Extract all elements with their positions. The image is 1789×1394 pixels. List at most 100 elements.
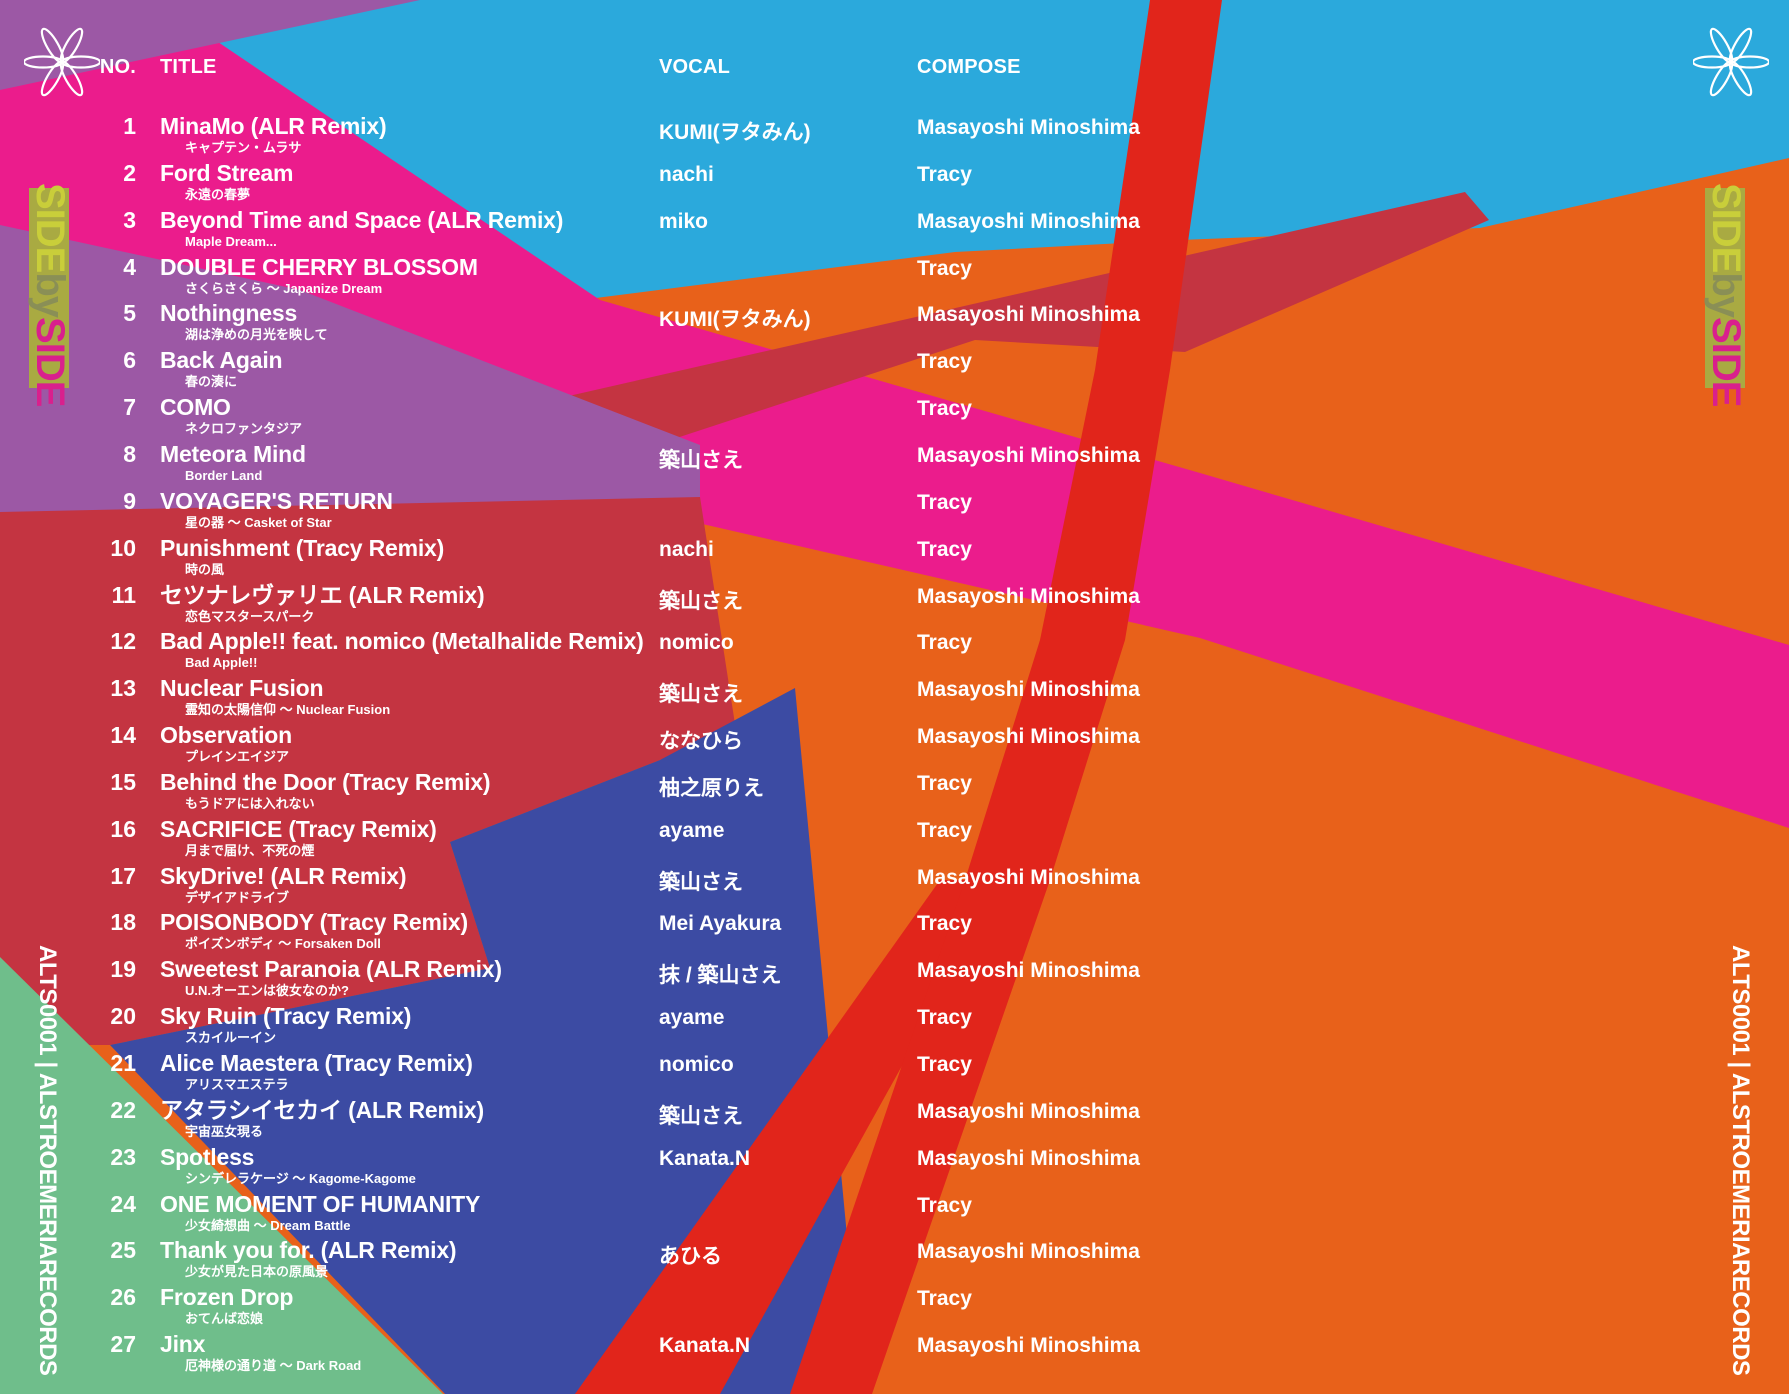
track-row: 7 COMO ネクロファンタジア Tracy (0, 394, 1789, 441)
track-subtitle: 厄神様の通り道 ～ Dark Road (185, 1358, 362, 1374)
track-title: ONE MOMENT OF HUMANITY (160, 1190, 481, 1217)
track-row: 20 Sky Ruin (Tracy Remix) スカイルーイン ayame … (0, 1003, 1789, 1050)
track-number: 6 (123, 347, 136, 374)
track-row: 12 Bad Apple!! feat. nomico (Metalhalide… (0, 628, 1789, 675)
track-row: 13 Nuclear Fusion 霊知の太陽信仰 ～ Nuclear Fusi… (0, 675, 1789, 722)
bg-shape-green-triangle (0, 957, 443, 1394)
column-header-compose: COMPOSE (917, 56, 1021, 78)
track-compose: Tracy (917, 1053, 972, 1076)
track-row: 19 Sweetest Paranoia (ALR Remix) U.N.オーエ… (0, 956, 1789, 1003)
track-title: Nothingness (160, 300, 298, 327)
spine-olive-block (1705, 188, 1745, 388)
bg-shape-crimson-left (0, 497, 737, 1045)
track-number: 7 (123, 394, 136, 421)
track-row: 26 Frozen Drop おてんば恋娘 Tracy (0, 1284, 1789, 1331)
track-title: Ford Stream (160, 159, 294, 186)
track-vocal: Kanata.N (659, 1146, 751, 1170)
track-number: 2 (123, 159, 136, 186)
tracklist-header: NO. TITLE VOCAL COMPOSE (0, 56, 1789, 86)
track-subtitle: プレインエイジア (185, 749, 290, 765)
track-compose: Tracy (917, 818, 972, 842)
track-vocal: 築山さえ (659, 1104, 743, 1128)
track-number: 18 (110, 909, 136, 936)
track-title: Frozen Drop (160, 1284, 294, 1311)
track-vocal: Mei Ayakura (659, 912, 782, 936)
track-subtitle: ポイズンボディ ～ Forsaken Doll (185, 936, 381, 952)
track-subtitle: 霊知の太陽信仰 ～ Nuclear Fusion (185, 702, 391, 718)
track-compose: Masayoshi Minoshima (917, 1334, 1140, 1358)
track-number: 17 (110, 862, 136, 889)
track-title: セツナレヴァリエ (ALR Remix) (160, 581, 485, 608)
track-number: 4 (123, 253, 136, 280)
track-number: 10 (110, 534, 136, 561)
track-title: DOUBLE CHERRY BLOSSOM (160, 253, 478, 280)
track-compose: Masayoshi Minoshima (917, 959, 1140, 983)
track-vocal: miko (659, 209, 709, 233)
track-number: 23 (110, 1143, 136, 1170)
track-subtitle: キャプテン・ムラサ (185, 140, 302, 155)
track-number: 9 (123, 487, 136, 514)
track-vocal: 築山さえ (659, 589, 743, 613)
track-compose: Tracy (917, 1006, 972, 1030)
track-row: 15 Behind the Door (Tracy Remix) もうドアには入… (0, 769, 1789, 816)
flower-icon (24, 27, 100, 97)
track-subtitle: スカイルーイン (185, 1030, 277, 1046)
track-title: Sweetest Paranoia (ALR Remix) (160, 956, 502, 983)
track-subtitle: 湖は浄めの月光を映して (185, 327, 328, 343)
track-title: Alice Maestera (Tracy Remix) (160, 1050, 473, 1076)
track-vocal: 築山さえ (659, 683, 743, 707)
track-compose: Masayoshi Minoshima (917, 443, 1140, 467)
track-subtitle: 春の湊に (185, 374, 238, 390)
track-compose: Masayoshi Minoshima (917, 209, 1140, 233)
track-row: 1 MinaMo (ALR Remix) キャプテン・ムラサ KUMI(ヲタみん… (0, 113, 1789, 160)
flower-icon (1693, 27, 1769, 97)
track-compose: Masayoshi Minoshima (917, 1146, 1140, 1170)
track-vocal: nachi (659, 162, 714, 186)
track-title: Observation (160, 722, 293, 749)
track-subtitle: シンデレラケージ ～ Kagome-Kagome (185, 1170, 416, 1186)
track-number: 20 (110, 1003, 136, 1030)
track-compose: Masayoshi Minoshima (917, 303, 1140, 327)
track-compose: Masayoshi Minoshima (917, 1099, 1140, 1123)
track-subtitle: Border Land (185, 467, 263, 483)
track-number: 15 (110, 768, 136, 795)
column-header-no: NO. (99, 56, 136, 78)
track-number: 13 (110, 675, 136, 702)
track-compose: Tracy (917, 1287, 972, 1311)
track-compose: Tracy (917, 1193, 972, 1217)
track-title: SkyDrive! (ALR Remix) (160, 862, 407, 889)
track-title: Beyond Time and Space (ALR Remix) (160, 206, 564, 233)
track-row: 6 Back Again 春の湊に Tracy (0, 347, 1789, 394)
track-subtitle: 少女綺想曲 ～ Dream Battle (185, 1217, 351, 1233)
track-row: 10 Punishment (Tracy Remix) 時の風 nachi Tr… (0, 535, 1789, 582)
track-title: アタラシイセカイ (ALR Remix) (160, 1096, 484, 1123)
track-compose: Tracy (917, 397, 972, 421)
track-compose: Tracy (917, 350, 972, 374)
track-vocal: 抹 / 築山さえ (659, 964, 782, 988)
track-subtitle: 恋色マスタースパーク (185, 608, 315, 624)
track-subtitle: おてんば恋娘 (185, 1311, 264, 1327)
track-title: Jinx (160, 1331, 206, 1358)
track-number: 11 (111, 581, 136, 608)
track-number: 25 (110, 1237, 136, 1264)
track-title: Punishment (Tracy Remix) (160, 534, 445, 561)
track-row: 24 ONE MOMENT OF HUMANITY 少女綺想曲 ～ Dream … (0, 1191, 1789, 1238)
track-row: 18 POISONBODY (Tracy Remix) ポイズンボディ ～ Fo… (0, 909, 1789, 956)
track-compose: Tracy (917, 490, 972, 514)
track-number: 22 (110, 1096, 136, 1123)
track-vocal: nomico (659, 1053, 734, 1076)
track-subtitle: アリスマエステラ (185, 1077, 289, 1092)
track-row: 25 Thank you for. (ALR Remix) 少女が見た日本の原風… (0, 1237, 1789, 1284)
track-subtitle: 月まで届け、不死の煙 (185, 842, 315, 858)
track-row: 23 Spotless シンデレラケージ ～ Kagome-Kagome Kan… (0, 1144, 1789, 1191)
track-vocal: 柚之原りえ (659, 776, 764, 800)
track-number: 3 (123, 206, 136, 233)
column-header-vocal: VOCAL (659, 56, 730, 78)
track-number: 26 (110, 1284, 136, 1311)
track-compose: Masayoshi Minoshima (917, 116, 1140, 139)
track-row: 22 アタラシイセカイ (ALR Remix) 宇宙巫女現る 築山さえ Masa… (0, 1097, 1789, 1144)
track-subtitle: Maple Dream... (185, 233, 277, 249)
track-title: Back Again (160, 347, 283, 374)
